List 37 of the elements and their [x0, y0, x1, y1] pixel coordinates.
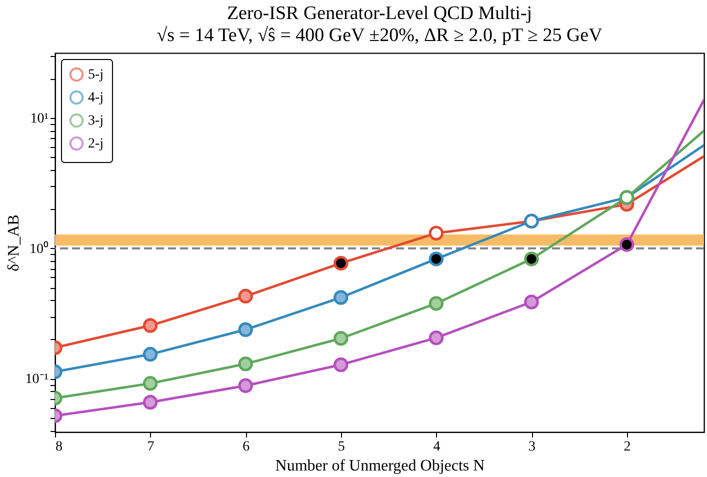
x-tick-label: 5	[338, 440, 345, 454]
point	[238, 378, 253, 393]
point	[334, 357, 348, 372]
legend-label: 2-j	[88, 136, 104, 152]
point	[142, 376, 158, 391]
x-tick-label: 7	[147, 440, 154, 454]
x-tick-label: 2	[624, 440, 631, 454]
point	[334, 331, 348, 346]
legend-label: 4-j	[88, 90, 104, 106]
point	[238, 322, 253, 338]
x-tick-label: 4	[433, 440, 440, 454]
x-tick-label: 8	[56, 440, 62, 454]
x-tick-label: 6	[242, 440, 250, 454]
point	[334, 256, 348, 271]
point	[428, 252, 444, 266]
point	[524, 252, 539, 266]
x-tick-label: 3	[528, 440, 536, 454]
point	[334, 290, 348, 305]
x-axis-title: Number of Unmerged Objects N	[275, 458, 486, 474]
legend-label: 3-j	[88, 114, 104, 128]
point	[428, 296, 444, 311]
y-tick-label: 10¹	[30, 112, 48, 127]
legend-label: 5-j	[88, 68, 104, 82]
chart-subtitle: √s = 14 TeV, √ŝ = 400 GeV ±20%, ΔR ≥ 2.0, pT ≥ 25 GeV	[156, 24, 603, 46]
point	[238, 356, 253, 372]
point	[238, 288, 253, 304]
chart-title: Zero-ISR Generator-Level QCD Multi-j	[226, 2, 532, 24]
point	[428, 330, 444, 346]
point	[142, 346, 158, 362]
y-tick-label: 10⁻¹	[25, 372, 48, 388]
y-tick-label: 10⁰	[30, 240, 48, 257]
point	[428, 226, 444, 240]
point	[142, 318, 158, 333]
point	[142, 394, 158, 410]
y-axis-title: δ^N_AB	[5, 214, 22, 272]
point	[524, 294, 539, 310]
point	[619, 237, 634, 252]
